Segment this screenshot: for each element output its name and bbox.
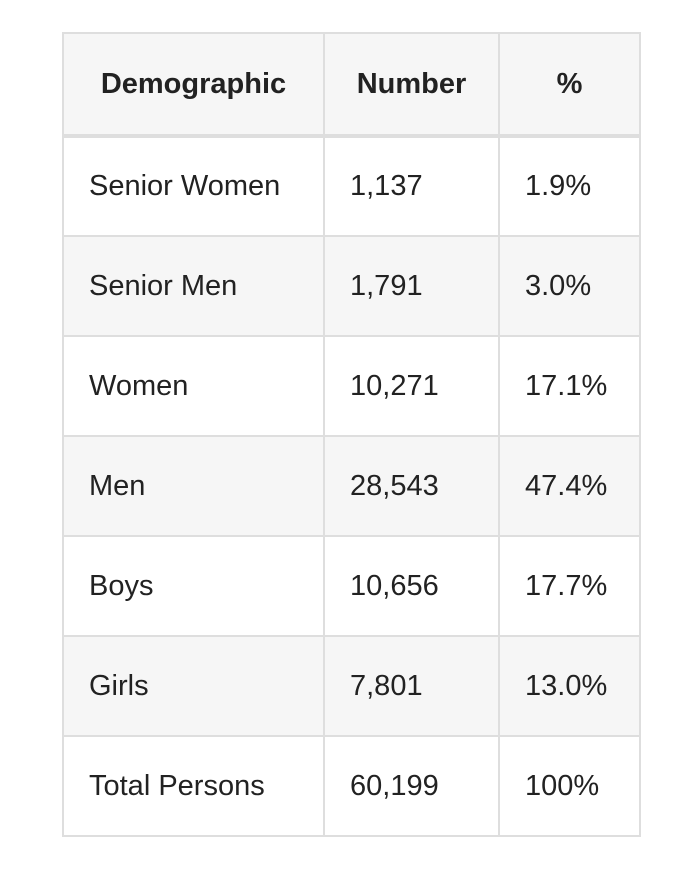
table-header: Demographic Number%: [62, 32, 641, 138]
table-cell: 10,656: [323, 535, 500, 637]
column-header: %: [498, 32, 641, 138]
table-cell: 28,543: [323, 435, 500, 537]
table-cell: 1,137: [323, 135, 500, 237]
table-row: Senior Men 1,791 3.0%: [62, 235, 641, 337]
column-header: Number: [323, 32, 500, 138]
table-cell: Boys: [62, 535, 325, 637]
table-cell: 13.0%: [498, 635, 641, 737]
table-row: Boys 10,656 17.7%: [62, 535, 641, 637]
table-cell: Men: [62, 435, 325, 537]
table-cell: 100%: [498, 735, 641, 837]
table-body: Senior Women 1,137 1.9% Senior Men 1,791 3.0%…: [62, 135, 641, 837]
table-row: Senior Women 1,137 1.9%: [62, 135, 641, 237]
table-cell: 10,271: [323, 335, 500, 437]
table-cell: 17.1%: [498, 335, 641, 437]
table-cell: 60,199: [323, 735, 500, 837]
table-cell: 7,801: [323, 635, 500, 737]
table-cell: 1.9%: [498, 135, 641, 237]
table-cell: Women: [62, 335, 325, 437]
data-table: Demographic Number% Senior Women 1,137 1.9%…: [62, 32, 641, 837]
table-cell: Total Persons: [62, 735, 325, 837]
table-cell: Senior Men: [62, 235, 325, 337]
table-cell: Senior Women: [62, 135, 325, 237]
table-row: Girls 7,801 13.0%: [62, 635, 641, 737]
header-row: Demographic Number%: [62, 32, 641, 138]
column-header: Demographic: [62, 32, 325, 138]
table-cell: 3.0%: [498, 235, 641, 337]
table-cell: 47.4%: [498, 435, 641, 537]
table-row: Women 10,271 17.1%: [62, 335, 641, 437]
table-row: Total Persons 60,199 100%: [62, 735, 641, 837]
table-cell: 1,791: [323, 235, 500, 337]
table-cell: Girls: [62, 635, 325, 737]
table-row: Men 28,543 47.4%: [62, 435, 641, 537]
table-cell: 17.7%: [498, 535, 641, 637]
